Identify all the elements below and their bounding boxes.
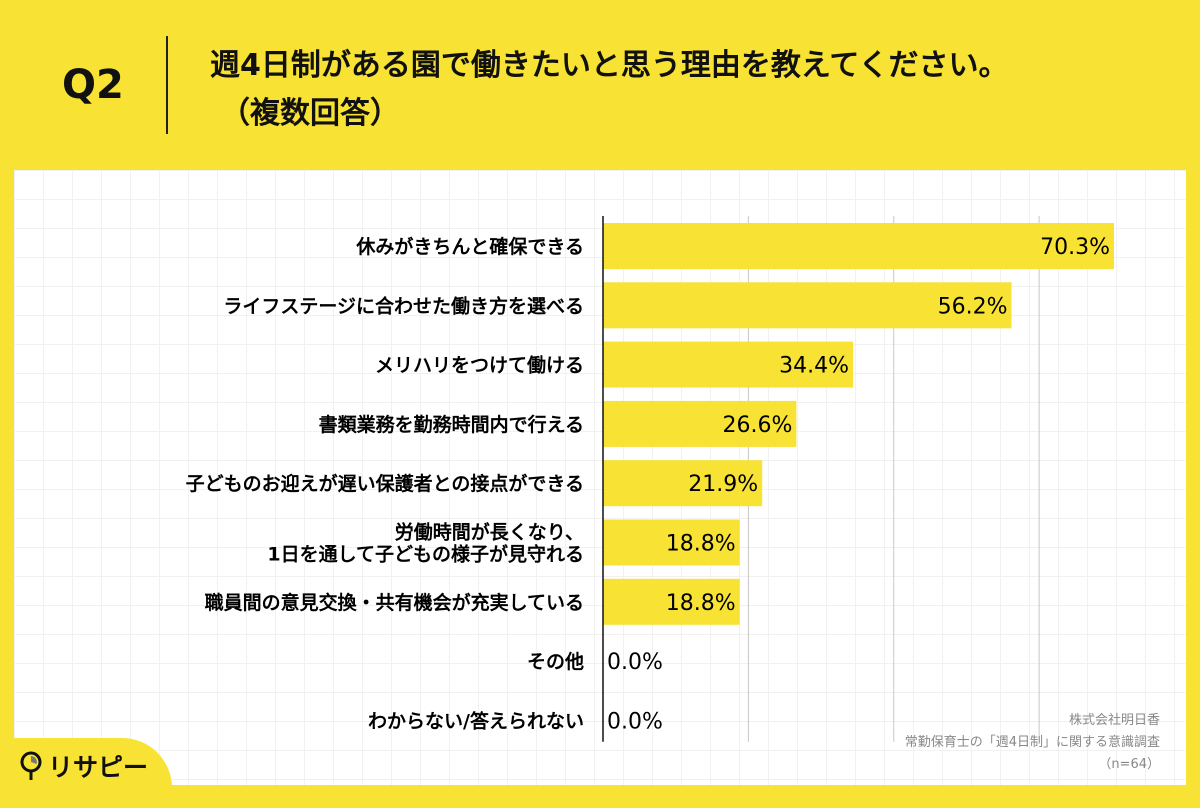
category-label: 労働時間が長くなり、 1日を通して子どもの様子が見守れる [267, 521, 584, 566]
title-subtitle: （複数回答） [220, 96, 400, 131]
value-label: 0.0% [607, 709, 663, 734]
title-text: 週4日制がある園で働きたいと思う理由を教えてください。 [210, 48, 1009, 83]
page-title: 週4日制がある園で働きたいと思う理由を教えてください。 （複数回答） [210, 42, 1008, 138]
bar [603, 578, 740, 625]
category-label: 子どものお迎えが遅い保護者との接点ができる [186, 472, 584, 495]
magnifier-pin-icon [20, 751, 42, 780]
value-label: 18.8% [666, 591, 736, 616]
category-label: 書類業務を勤務時間内で行える [319, 413, 584, 436]
bar [603, 282, 1012, 329]
value-label: 26.6% [722, 413, 792, 438]
value-label: 34.4% [779, 354, 849, 379]
footnote-survey: 常勤保育士の「週4日制」に関する意識調査 [904, 735, 1160, 750]
category-label: メリハリをつけて働ける [375, 354, 584, 377]
value-label: 21.9% [688, 472, 758, 497]
value-label: 70.3% [1040, 235, 1110, 260]
bar [603, 460, 763, 507]
bar [603, 341, 854, 388]
footnote: 株式会社明日香 常勤保育士の「週4日制」に関する意識調査 （n=64） [905, 710, 1160, 776]
bar [603, 400, 797, 447]
logo-tab [0, 738, 172, 808]
category-label: わからない/答えられない [368, 709, 584, 732]
footnote-company: 株式会社明日香 [1068, 713, 1160, 728]
header-divider [166, 36, 168, 134]
category-label: その他 [527, 650, 584, 673]
bar [603, 223, 1114, 269]
category-label: 職員間の意見交換・共有機会が充実している [205, 591, 584, 614]
footnote-sample: （n=64） [1098, 757, 1160, 772]
chart-panel [14, 170, 1186, 785]
value-label: 18.8% [666, 532, 736, 557]
logo: リサピー [20, 748, 148, 784]
category-label: 休みがきちんと確保できる [355, 235, 584, 258]
value-label: 0.0% [607, 650, 663, 675]
value-label: 56.2% [938, 294, 1008, 319]
bar [603, 519, 740, 566]
logo-text: リサピー [48, 753, 149, 782]
question-number: Q2 [62, 62, 124, 108]
category-label: ライフステージに合わせた働き方を選べる [223, 294, 584, 317]
